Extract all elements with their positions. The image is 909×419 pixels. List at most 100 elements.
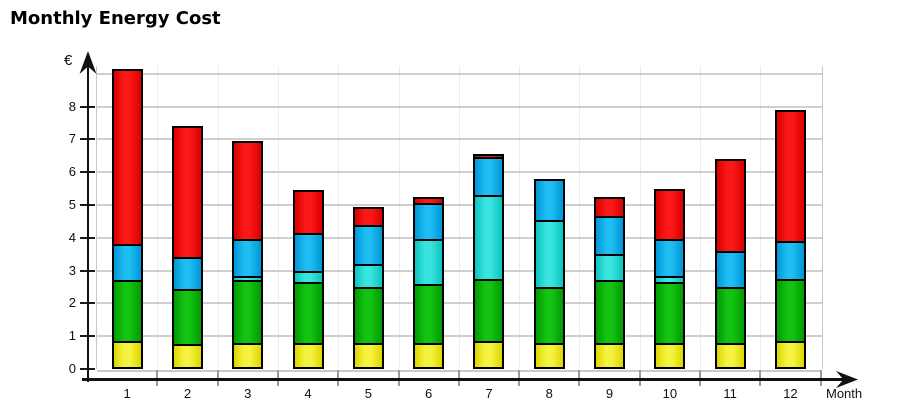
bar-segment-month12-red-segment (774, 109, 806, 242)
x-category-label: 10 (662, 386, 678, 401)
bar-segment-month2-green-segment (171, 288, 203, 345)
bar-segment-month1-red-segment (111, 68, 143, 245)
bar-segment-month5-red-segment (352, 206, 384, 225)
bar-segment-month12-blue-segment (774, 241, 806, 279)
x-category-label: 8 (545, 386, 553, 401)
y-tick-label: 3 (68, 262, 76, 278)
gridline-vertical (519, 66, 521, 369)
bar-segment-month1-yellow-segment (111, 341, 143, 369)
x-category-label: 3 (244, 386, 252, 401)
gridline-horizontal (97, 72, 822, 75)
x-category-label: 5 (364, 386, 372, 401)
bar-segment-month8-cyan-segment (533, 219, 565, 287)
bar-segment-month9-red-segment (594, 196, 626, 217)
bar-segment-month6-red-segment (413, 196, 445, 204)
gridline-vertical (760, 66, 762, 369)
gridline-vertical (157, 66, 159, 369)
gridline-horizontal (97, 236, 822, 239)
bar-segment-month6-blue-segment (413, 203, 445, 240)
bar-segment-month9-cyan-segment (594, 254, 626, 281)
bar-segment-month9-yellow-segment (594, 342, 626, 369)
x-category-label: 7 (485, 386, 493, 401)
bar-segment-month2-yellow-segment (171, 344, 203, 369)
y-tick-label: 8 (68, 98, 76, 114)
bar-segment-month8-blue-segment (533, 178, 565, 220)
y-tick-label: 1 (68, 328, 76, 344)
bar-segment-month12-green-segment (774, 278, 806, 342)
gridline-vertical (579, 66, 581, 369)
gridline-horizontal (97, 204, 822, 206)
gridline-vertical (639, 66, 641, 369)
y-tick-label: 0 (68, 361, 76, 376)
x-category-label: 6 (425, 386, 433, 401)
bar-segment-month3-red-segment (232, 141, 264, 240)
bar-segment-month12-yellow-segment (774, 341, 806, 369)
bar-segment-month4-green-segment (292, 282, 324, 343)
bar-segment-month6-green-segment (413, 283, 445, 343)
y-tick-label: 6 (68, 164, 76, 180)
bar-segment-month3-blue-segment (232, 239, 264, 276)
gridline-horizontal (97, 138, 822, 141)
bar-segment-month7-yellow-segment (473, 341, 505, 369)
plot-border-left (96, 66, 97, 369)
gridline-vertical (458, 66, 460, 369)
bar-segment-month3-green-segment (232, 280, 264, 343)
bar-segment-month5-cyan-segment (352, 264, 384, 287)
bar-segment-month4-blue-segment (292, 232, 324, 271)
y-tick-label: 7 (68, 131, 76, 147)
bar-segment-month4-cyan-segment (292, 270, 324, 283)
bar-segment-month5-blue-segment (352, 224, 384, 265)
bar-segment-month11-yellow-segment (714, 342, 746, 369)
gridline-vertical (700, 66, 701, 369)
x-axis-line (82, 378, 846, 381)
chart-title: Monthly Energy Cost (10, 8, 221, 29)
gridline-vertical (398, 66, 400, 369)
bar-segment-month3-yellow-segment (232, 342, 264, 369)
bar-segment-month9-blue-segment (594, 216, 626, 255)
bar-segment-month10-green-segment (654, 282, 686, 343)
bar-segment-month3-cyan-segment (232, 275, 264, 281)
x-axis-label: Month (826, 386, 863, 401)
bar-segment-month4-red-segment (292, 190, 324, 233)
bar-segment-month11-blue-segment (714, 250, 746, 287)
gridline-horizontal (97, 105, 822, 108)
bar-segment-month1-green-segment (111, 280, 143, 342)
gridline-vertical (217, 66, 219, 369)
bar-segment-month11-green-segment (714, 287, 746, 343)
y-tick-label: 4 (68, 229, 76, 245)
gridline-horizontal (97, 335, 822, 338)
gridline-horizontal (97, 269, 822, 272)
y-tick-label: 2 (68, 295, 76, 311)
bar-segment-month2-red-segment (171, 126, 203, 258)
x-category-label: 11 (723, 386, 737, 401)
bar-segment-month7-cyan-segment (473, 195, 505, 279)
gridline-vertical (338, 66, 340, 369)
x-category-label: 4 (304, 386, 312, 401)
bar-segment-month5-green-segment (352, 287, 384, 343)
gridline-horizontal (97, 302, 822, 305)
bar-segment-month6-cyan-segment (413, 239, 445, 284)
bar-segment-month7-red-segment (473, 154, 505, 158)
bar-segment-month6-yellow-segment (413, 342, 445, 369)
bar-segment-month4-yellow-segment (292, 342, 324, 369)
y-axis-unit-label: € (64, 52, 73, 69)
bar-segment-month11-red-segment (714, 159, 746, 251)
x-category-label: 12 (783, 386, 798, 401)
bar-segment-month2-blue-segment (171, 257, 203, 289)
x-category-label: 2 (183, 386, 192, 401)
bar-segment-month9-green-segment (594, 280, 626, 343)
plot-border-right (822, 66, 823, 369)
gridline-horizontal (97, 171, 822, 174)
bar-segment-month1-blue-segment (111, 244, 143, 281)
bar-segment-month10-blue-segment (654, 239, 686, 276)
bar-segment-month10-yellow-segment (654, 342, 686, 369)
bar-segment-month10-red-segment (654, 188, 686, 240)
bar-segment-month8-green-segment (533, 287, 565, 343)
bar-segment-month7-blue-segment (473, 157, 505, 196)
y-tick-label: 5 (68, 197, 76, 212)
bar-segment-month10-cyan-segment (654, 275, 686, 283)
x-category-label: 9 (605, 386, 614, 401)
bar-segment-month5-yellow-segment (352, 342, 384, 369)
